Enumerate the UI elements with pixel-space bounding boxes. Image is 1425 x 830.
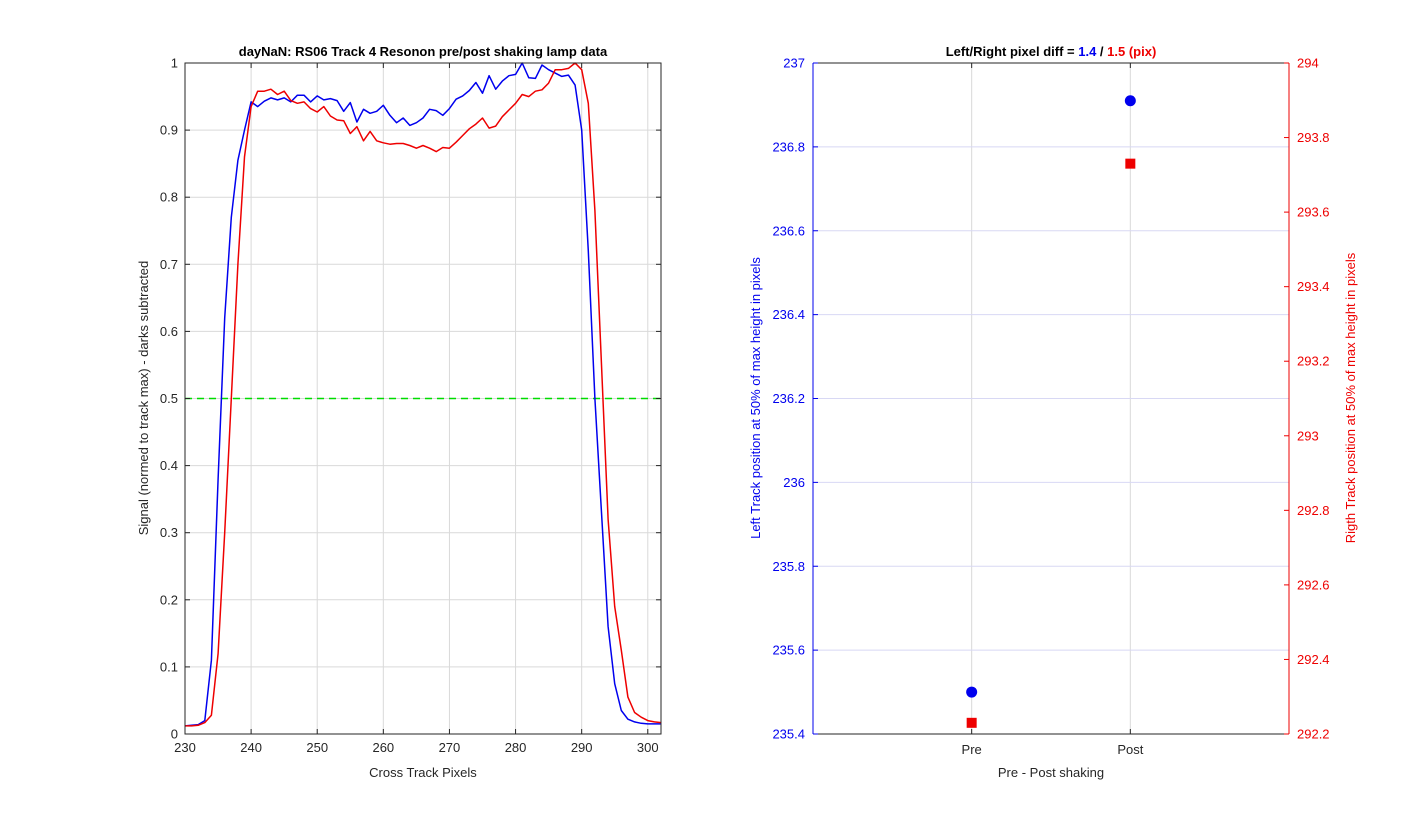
signal-y-tick-label: 0.1 (160, 659, 178, 674)
position-right-tick-label: 293.6 (1297, 205, 1330, 220)
signal-y-tick-label: 0.2 (160, 592, 178, 607)
position-right-tick-label: 292.8 (1297, 503, 1330, 518)
signal-series (184, 62, 662, 727)
signal-x-axis-label: Cross Track Pixels (369, 765, 477, 780)
position-left-tick-label: 235.4 (772, 727, 805, 742)
signal-series-line-1 (185, 62, 662, 727)
position-title-left-value: 1.4 (1078, 44, 1097, 59)
signal-y-tick-label: 0.5 (160, 391, 178, 406)
signal-x-tick-label: 290 (571, 740, 593, 755)
signal-x-tick-label: 260 (372, 740, 394, 755)
signal-y-tick-label: 0.9 (160, 123, 178, 138)
signal-y-tick-label: 0.6 (160, 324, 178, 339)
position-right-tick-label: 292.2 (1297, 727, 1330, 742)
position-left-tick-label: 236.2 (772, 391, 805, 406)
signal-y-tick-label: 0.3 (160, 525, 178, 540)
signal-x-tick-label: 300 (637, 740, 659, 755)
signal-y-tick-label: 0.8 (160, 190, 178, 205)
signal-y-tick-label: 0.4 (160, 458, 178, 473)
position-title-prefix: Left/Right pixel diff = (946, 44, 1079, 59)
signal-x-tick-label: 270 (439, 740, 461, 755)
position-right-tick-label: 293.8 (1297, 130, 1330, 145)
position-left-tick-label: 236.6 (772, 223, 805, 238)
signal-x-tick-label: 250 (306, 740, 328, 755)
signal-x-tick-label: 240 (240, 740, 262, 755)
signal-chart: 230 240 250 260 270 280 290 300 0 0.1 0.2 0.3 0.4 0.5… (136, 44, 662, 780)
position-point-left-post (1124, 95, 1136, 107)
position-title-separator: / (1096, 44, 1107, 59)
signal-y-tick-label: 1 (171, 56, 178, 71)
position-right-tick-label: 292.6 (1297, 577, 1330, 592)
position-point-left-pre (966, 686, 978, 698)
position-chart-title: Left/Right pixel diff = 1.4 / 1.5 (pix) (946, 44, 1157, 59)
signal-ticks: 230 240 250 260 270 280 290 300 0 0.1 0.2 0.3 0.4 0.5… (160, 56, 661, 755)
signal-y-tick-label: 0 (171, 727, 178, 742)
position-left-tick-label: 236.8 (772, 139, 805, 154)
position-category-label: Pre (962, 742, 982, 757)
position-left-tick-label: 235.6 (772, 643, 805, 658)
position-chart: Pre Post 235.4 235.6 235.8 236 236.2 236.4 236.6… (748, 44, 1358, 780)
position-right-axis-label: Rigth Track position at 50% of max heigh… (1343, 252, 1358, 543)
position-left-tick-label: 237 (783, 56, 805, 71)
position-right-tick-label: 293.2 (1297, 354, 1330, 369)
position-left-tick-label: 236 (783, 475, 805, 490)
position-left-axis-label: Left Track position at 50% of max height… (748, 257, 763, 539)
position-right-tick-label: 294 (1297, 56, 1319, 71)
position-point-right-post (1125, 158, 1136, 169)
position-right-tick-label: 293 (1297, 428, 1319, 443)
signal-x-tick-label: 230 (174, 740, 196, 755)
position-left-tick-label: 235.8 (772, 559, 805, 574)
position-ticks: Pre Post 235.4 235.6 235.8 236 236.2 236.4 236.6… (772, 56, 1329, 758)
signal-x-tick-label: 280 (505, 740, 527, 755)
signal-y-axis-label: Signal (normed to track max) - darks sub… (136, 261, 151, 536)
position-right-tick-label: 292.4 (1297, 652, 1330, 667)
position-right-tick-label: 293.4 (1297, 279, 1330, 294)
signal-series-line-0 (184, 62, 661, 727)
position-left-tick-label: 236.4 (772, 307, 805, 322)
position-point-right-pre (966, 717, 977, 728)
signal-chart-title: dayNaN: RS06 Track 4 Resonon pre/post sh… (239, 44, 608, 59)
position-x-axis-label: Pre - Post shaking (998, 765, 1104, 780)
position-points (966, 95, 1136, 728)
position-title-right-value: 1.5 (pix) (1107, 44, 1156, 59)
position-category-label: Post (1117, 742, 1143, 757)
signal-y-tick-label: 0.7 (160, 257, 178, 272)
